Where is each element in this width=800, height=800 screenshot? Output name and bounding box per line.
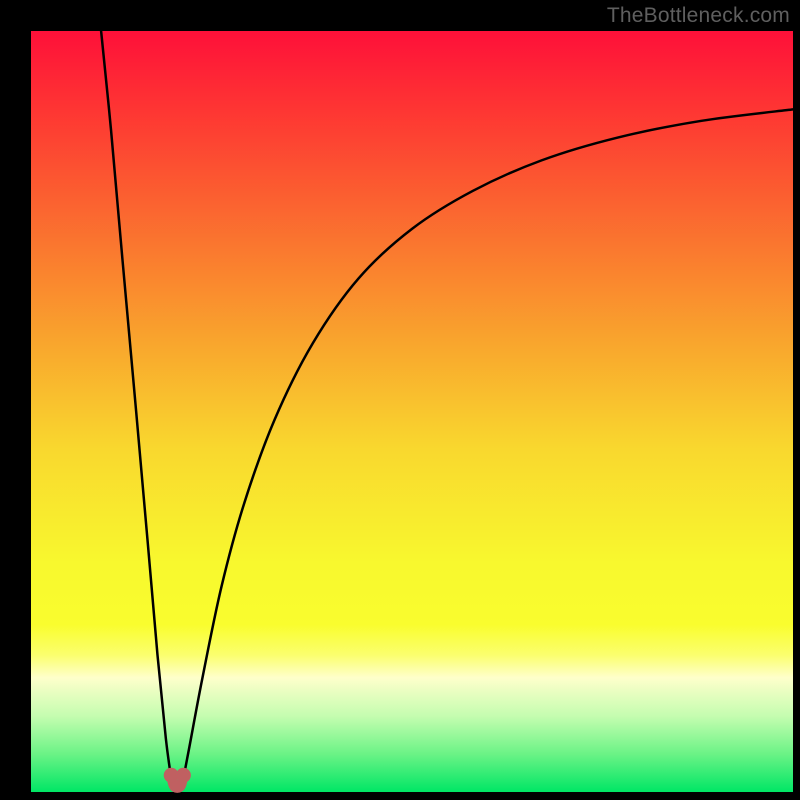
bottleneck-chart [0, 0, 800, 800]
plot-background [31, 31, 793, 792]
marker-circle-1 [176, 768, 191, 783]
watermark-text: TheBottleneck.com [607, 4, 790, 28]
chart-container: TheBottleneck.com [0, 0, 800, 800]
